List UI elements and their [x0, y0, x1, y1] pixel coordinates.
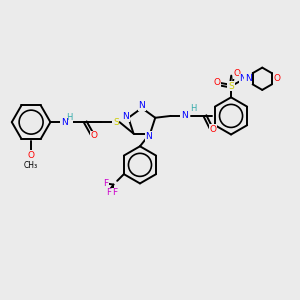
Text: O: O	[28, 151, 34, 160]
Text: O: O	[90, 131, 98, 140]
Text: H: H	[66, 113, 72, 122]
Text: F: F	[112, 188, 117, 197]
Text: F: F	[103, 178, 108, 188]
Text: N: N	[240, 74, 246, 83]
Text: O: O	[274, 74, 280, 83]
Text: O: O	[213, 78, 220, 87]
Text: S: S	[228, 82, 234, 91]
Text: H: H	[190, 104, 196, 113]
Text: N: N	[245, 74, 251, 83]
Text: N: N	[122, 112, 129, 121]
Text: S: S	[113, 118, 119, 127]
Text: N: N	[139, 101, 145, 110]
Text: O: O	[233, 69, 241, 78]
Text: N: N	[145, 132, 152, 141]
Text: CH₃: CH₃	[24, 161, 38, 170]
Text: N: N	[181, 111, 188, 120]
Text: O: O	[210, 125, 217, 134]
Text: N: N	[61, 118, 68, 127]
Text: F: F	[106, 188, 111, 197]
